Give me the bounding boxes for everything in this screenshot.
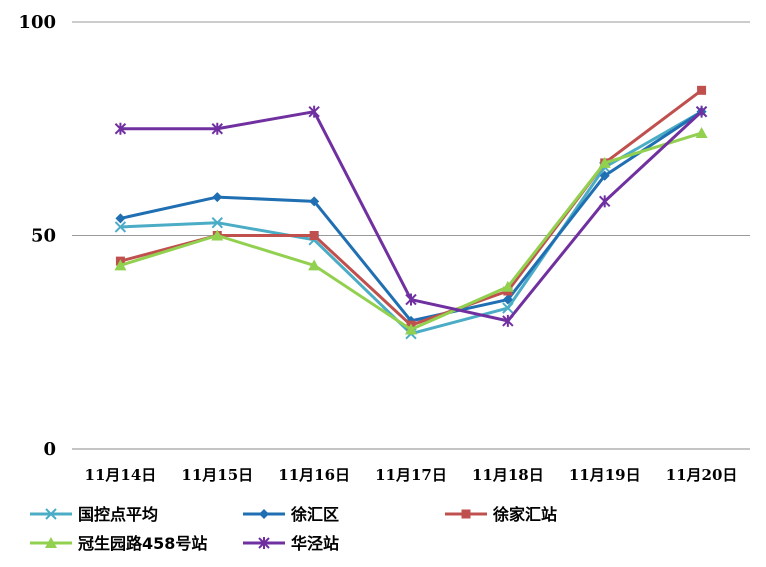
data-point <box>308 105 320 118</box>
data-point <box>114 221 127 233</box>
x-tick-label: 11月16日 <box>278 466 350 484</box>
x-tick-label: 11月20日 <box>666 466 738 484</box>
data-point <box>114 122 127 135</box>
y-tick-label: 100 <box>18 12 56 33</box>
legend-entry: 徐家汇站 <box>445 505 557 524</box>
data-point <box>405 323 417 335</box>
x-tick-label: 11月14日 <box>85 466 157 484</box>
series-line <box>120 110 703 323</box>
data-point <box>211 229 224 241</box>
data-point <box>212 192 223 203</box>
data-point <box>502 314 514 327</box>
data-point <box>115 213 126 224</box>
legend-marker <box>45 508 57 520</box>
legend-entry: 华泾站 <box>243 534 339 553</box>
data-point <box>405 293 417 306</box>
y-axis-ticks: 0 50 100 <box>18 12 56 460</box>
data-point <box>114 259 127 271</box>
data-point <box>695 127 708 139</box>
data-point <box>308 259 321 271</box>
legend-entry: 国控点平均 <box>30 505 158 524</box>
legend-entry: 徐汇区 <box>243 505 339 524</box>
gridlines <box>72 21 750 450</box>
x-tick-label: 11月15日 <box>181 466 253 484</box>
y-tick-label: 0 <box>43 439 56 460</box>
data-point <box>695 105 708 118</box>
series-5 <box>114 105 708 327</box>
data-point <box>211 216 223 229</box>
x-axis-ticks: 11月14日 11月15日 11月16日 11月17日 11月18日 11月19日 11月2… <box>85 466 738 484</box>
data-point <box>309 196 320 207</box>
data-point <box>599 170 610 181</box>
data-point <box>697 85 707 95</box>
data-point <box>599 195 611 208</box>
series-lines <box>114 85 708 340</box>
series-3 <box>115 85 707 330</box>
series-line <box>120 110 703 323</box>
data-point <box>502 294 513 305</box>
legend-label: 国控点平均 <box>78 505 158 524</box>
legend-label: 徐家汇站 <box>492 505 557 524</box>
x-tick-label: 11月18日 <box>472 466 544 484</box>
legend-label: 徐汇区 <box>290 505 339 524</box>
data-point <box>309 231 319 240</box>
legend-marker <box>259 509 269 519</box>
legend-label: 华泾站 <box>291 534 339 553</box>
series-4 <box>114 127 708 335</box>
legend-marker <box>461 509 471 519</box>
x-tick-label: 11月19日 <box>569 466 641 484</box>
data-point <box>598 156 611 168</box>
data-point <box>502 302 514 314</box>
data-point <box>211 122 223 135</box>
legend-entry: 冠生园路458号站 <box>30 534 207 553</box>
series-2 <box>115 106 707 326</box>
data-point <box>501 280 514 292</box>
y-tick-label: 50 <box>31 226 56 247</box>
legend-marker <box>45 537 57 548</box>
x-tick-label: 11月17日 <box>375 466 447 484</box>
legend-label: 冠生园路458号站 <box>78 534 207 553</box>
series-line <box>120 89 703 327</box>
legend-marker <box>258 537 270 549</box>
